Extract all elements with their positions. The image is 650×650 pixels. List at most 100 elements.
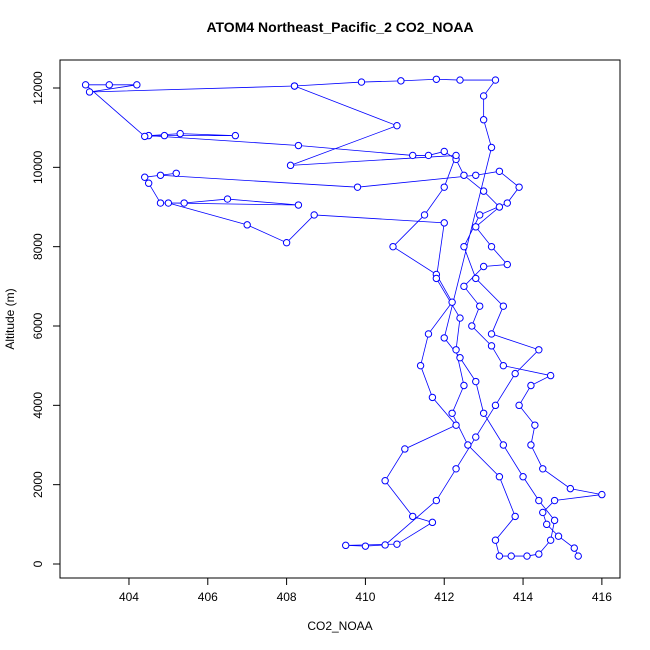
data-point <box>133 81 141 89</box>
data-point <box>574 552 582 560</box>
data-point <box>539 508 547 517</box>
x-tick-label: 404 <box>119 590 139 604</box>
data-point <box>452 151 460 160</box>
x-tick-label: 410 <box>355 590 375 604</box>
data-point <box>409 512 417 521</box>
data-point <box>472 433 480 441</box>
data-point <box>519 473 527 481</box>
data-point <box>472 223 480 231</box>
data-point <box>468 322 476 330</box>
data-point <box>479 409 488 417</box>
data-point <box>460 171 468 179</box>
y-tick-label: 8000 <box>31 233 45 260</box>
data-point <box>535 496 543 505</box>
y-axis-label: Altitude (m) <box>3 288 17 349</box>
data-point <box>393 540 401 548</box>
x-tick-label: 406 <box>198 590 218 604</box>
data-point <box>570 544 578 552</box>
plot-frame <box>59 59 621 579</box>
data-point <box>290 82 299 90</box>
data-point <box>523 552 531 560</box>
data-point <box>452 346 460 354</box>
data-point <box>566 484 575 493</box>
data-point <box>353 183 362 191</box>
data-point <box>503 260 511 269</box>
data-point <box>424 330 433 338</box>
x-tick-label: 416 <box>592 590 612 604</box>
data-point <box>409 151 417 160</box>
data-point <box>440 183 448 191</box>
data-point <box>472 274 480 283</box>
x-tick-label: 414 <box>513 590 533 604</box>
data-point <box>452 421 460 429</box>
data-point <box>448 409 456 417</box>
data-point <box>491 536 500 544</box>
y-tick-label: 0 <box>31 560 45 567</box>
data-point <box>160 131 169 140</box>
data-point <box>598 490 606 499</box>
data-point <box>294 201 303 209</box>
data-point <box>476 211 484 219</box>
data-point <box>499 302 508 310</box>
data-point <box>456 354 464 362</box>
data-point <box>85 88 94 96</box>
data-point <box>231 131 240 140</box>
data-point <box>456 314 464 322</box>
data-point <box>546 536 555 544</box>
data-point <box>487 143 496 152</box>
data-point <box>527 381 535 390</box>
data-point <box>535 550 543 558</box>
data-point <box>172 169 180 177</box>
data-point <box>487 242 496 251</box>
data-point <box>440 219 448 227</box>
data-point <box>460 242 468 251</box>
data-point <box>156 199 165 207</box>
data-point <box>141 173 149 181</box>
data-point <box>401 445 409 453</box>
data-point <box>294 141 303 150</box>
data-point <box>535 346 543 354</box>
data-point <box>282 239 291 247</box>
data-point <box>464 441 472 449</box>
data-point <box>495 167 504 176</box>
data-point <box>456 76 464 84</box>
data-point <box>503 199 511 207</box>
data-point <box>81 81 90 89</box>
data-point <box>472 171 480 179</box>
data-point <box>511 512 519 521</box>
data-point <box>448 298 456 306</box>
data-point <box>310 211 318 219</box>
data-point <box>141 132 149 141</box>
data-point <box>452 465 460 473</box>
data-point <box>389 242 397 251</box>
data-point <box>507 552 515 560</box>
data-point <box>550 516 559 525</box>
data-point <box>546 371 555 380</box>
data-point <box>424 151 433 160</box>
data-point <box>432 75 441 83</box>
data-point <box>476 302 484 310</box>
data-point <box>495 203 504 211</box>
data-point <box>428 518 437 527</box>
data-point <box>357 78 366 86</box>
data-point <box>479 92 488 100</box>
data-point <box>460 381 468 390</box>
data-point <box>105 81 113 89</box>
data-point <box>397 77 405 85</box>
data-point <box>550 496 559 505</box>
y-tick-label: 6000 <box>31 312 45 339</box>
data-point <box>176 129 184 138</box>
data-point <box>491 76 500 84</box>
data-point <box>164 199 173 207</box>
data-point <box>381 476 389 485</box>
x-tick-label: 412 <box>434 590 454 604</box>
data-point <box>479 116 488 124</box>
data-point <box>156 171 165 179</box>
data-point <box>420 211 429 219</box>
data-point <box>531 421 539 429</box>
data-point <box>286 161 295 170</box>
data-point <box>432 496 441 505</box>
y-tick-label: 4000 <box>31 392 45 419</box>
data-point <box>460 282 468 291</box>
data-point <box>527 441 535 449</box>
